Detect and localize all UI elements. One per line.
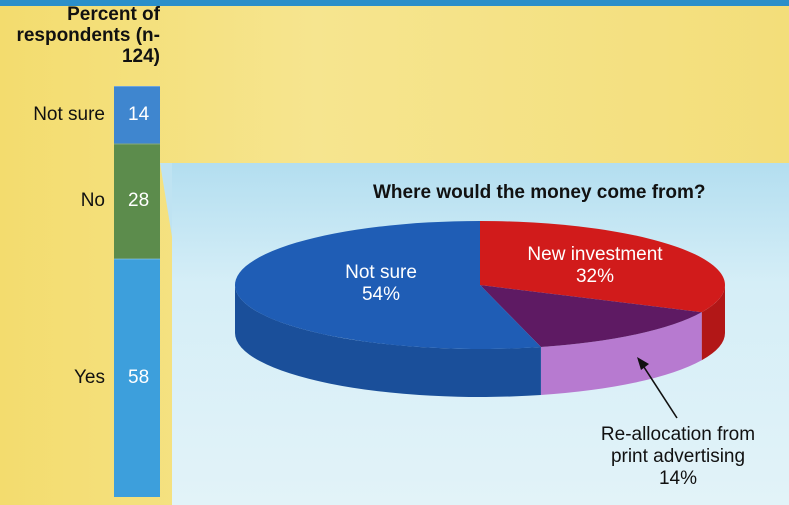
pie-slice-re-allocation-from-print-advertising (480, 285, 702, 347)
pie-value-reallocation: 14% (658, 468, 698, 489)
bar-value-label-no: 28 (128, 190, 150, 212)
panel-connector (160, 163, 173, 243)
pie-chart-title-text: Where would the money come from? (373, 182, 706, 203)
pie-value-not-sure: 54% (361, 284, 401, 305)
pie-annotation-arrow (641, 363, 678, 419)
pie-label-reallocation-line1: Re-allocation from (600, 424, 756, 445)
bar-segment-no (114, 143, 160, 259)
bar-category-label-yes: Yes (74, 366, 105, 388)
bar-value-label-yes: 58 (128, 366, 150, 388)
bar-chart-title: Percent of respondents (n-124) (0, 4, 160, 67)
bar-segment-not-sure (114, 86, 160, 144)
pie-side-re-allocation-from-print-advertising (540, 312, 702, 395)
pie-slice-not-sure (234, 221, 541, 349)
pie-slice-new-investment (480, 221, 725, 313)
pie-label-not-sure: Not sure (345, 262, 417, 283)
pie-label-reallocation-line2: print advertising (610, 446, 746, 467)
bar-segment-yes (114, 258, 160, 497)
pie-value-new-investment: 32% (575, 266, 615, 287)
bar-value-label-not-sure: 14 (128, 103, 150, 125)
pie-side-new-investment (701, 285, 725, 361)
bar-chart-title-text: Percent of respondents (n-124) (16, 4, 160, 67)
pie-annotation-arrowhead (637, 357, 649, 370)
bar-segment-edge-not-sure (114, 86, 160, 87)
bar-category-label-not-sure: Not sure (33, 103, 105, 125)
pie-side-not-sure (235, 285, 541, 397)
pie-label-new-investment: New investment (527, 244, 663, 265)
bar-segment-edge-yes (114, 258, 160, 260)
pie-chart-title: Where would the money come from? (373, 182, 706, 204)
bar-segment-edge-no (114, 143, 160, 145)
bar-category-label-no: No (80, 190, 105, 212)
